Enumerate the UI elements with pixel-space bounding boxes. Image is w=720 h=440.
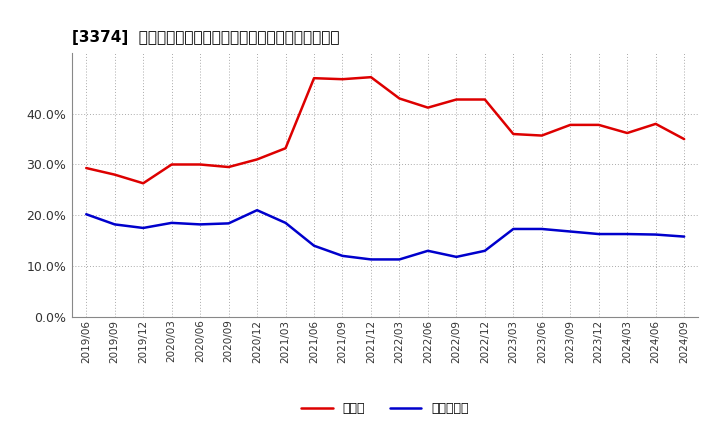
有利子負債	[167, 220, 176, 226]
有利子負債	[595, 231, 603, 237]
有利子負債	[395, 257, 404, 262]
現頲金	[310, 76, 318, 81]
現頲金	[225, 165, 233, 170]
有利子負債	[310, 243, 318, 248]
Text: [3374]  現頲金、有利子負債の総資産に対する比率の推移: [3374] 現頲金、有利子負債の総資産に対する比率の推移	[72, 29, 340, 45]
有利子負債	[253, 208, 261, 213]
現頲金	[680, 136, 688, 142]
有利子負債	[366, 257, 375, 262]
現頲金	[566, 122, 575, 128]
現頲金	[452, 97, 461, 102]
現頲金	[509, 132, 518, 137]
現頲金	[366, 74, 375, 80]
有利子負債	[680, 234, 688, 239]
現頲金	[537, 133, 546, 138]
現頲金	[652, 121, 660, 127]
有利子負債	[225, 221, 233, 226]
有利子負債	[82, 212, 91, 217]
有利子負債	[196, 222, 204, 227]
現頲金	[595, 122, 603, 128]
現頲金	[480, 97, 489, 102]
有利子負債	[423, 248, 432, 253]
Line: 有利子負債: 有利子負債	[86, 210, 684, 260]
有利子負債	[282, 220, 290, 226]
現頲金	[623, 130, 631, 136]
有利子負債	[566, 229, 575, 234]
有利子負債	[110, 222, 119, 227]
有利子負債	[623, 231, 631, 237]
有利子負債	[537, 226, 546, 231]
有利子負債	[652, 232, 660, 237]
Line: 現頲金: 現頲金	[86, 77, 684, 183]
現頲金	[139, 181, 148, 186]
有利子負債	[338, 253, 347, 259]
現頲金	[282, 146, 290, 151]
現頲金	[423, 105, 432, 110]
有利子負債	[452, 254, 461, 260]
現頲金	[253, 157, 261, 162]
現頲金	[395, 96, 404, 101]
現頲金	[110, 172, 119, 177]
Legend: 現頲金, 有利子負債: 現頲金, 有利子負債	[302, 402, 469, 415]
有利子負債	[139, 225, 148, 231]
有利子負債	[480, 248, 489, 253]
現頲金	[196, 162, 204, 167]
有利子負債	[509, 226, 518, 231]
現頲金	[338, 77, 347, 82]
現頲金	[167, 162, 176, 167]
現頲金	[82, 165, 91, 171]
